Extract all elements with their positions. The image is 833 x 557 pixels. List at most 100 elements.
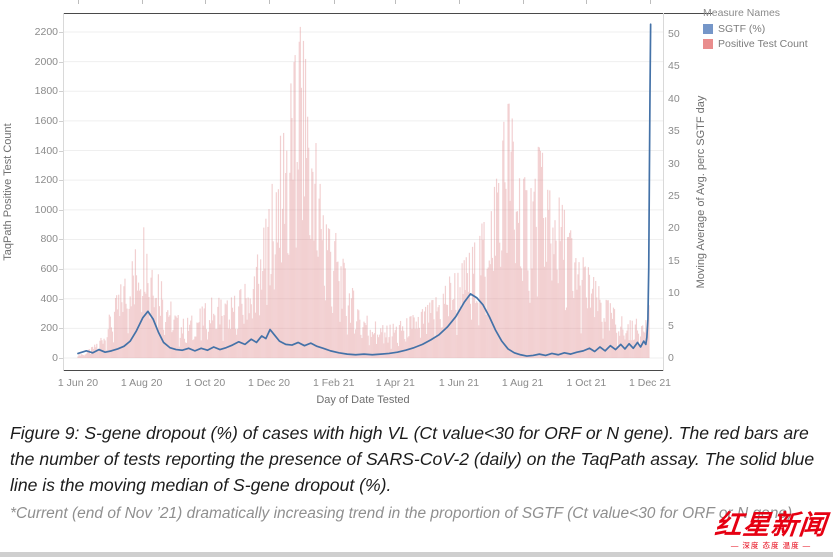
bar — [559, 241, 561, 358]
bar — [634, 324, 636, 358]
bar — [170, 301, 172, 358]
bar — [135, 275, 138, 358]
bar — [618, 331, 620, 358]
bar — [238, 306, 240, 358]
x-axis-tick-label: 1 Aug 20 — [120, 377, 163, 389]
tick-mark — [59, 32, 63, 33]
bar — [233, 295, 236, 358]
bar — [386, 325, 388, 358]
bar — [392, 323, 394, 358]
bar — [629, 320, 631, 358]
bar — [344, 268, 346, 358]
bar — [315, 143, 317, 358]
bar — [599, 299, 601, 358]
left-axis-tick-label: 800 — [40, 233, 58, 246]
bar — [321, 240, 323, 358]
bar — [288, 254, 290, 358]
bar — [563, 209, 566, 358]
bar — [510, 151, 512, 358]
bar — [519, 266, 522, 358]
bar — [376, 334, 379, 358]
bar — [534, 178, 536, 358]
bar — [158, 306, 161, 358]
bar — [585, 297, 587, 358]
positive-test-count-swatch-icon — [703, 39, 713, 49]
tick-mark — [59, 120, 63, 122]
bar — [509, 200, 511, 358]
bar — [518, 178, 521, 358]
bar — [600, 302, 602, 358]
bar — [228, 319, 230, 358]
bar — [605, 299, 607, 358]
bar — [488, 260, 490, 358]
bar — [166, 312, 168, 358]
bar — [469, 303, 472, 358]
bar — [477, 302, 479, 358]
right-axis-tick-label: 5 — [668, 319, 674, 332]
bar — [340, 266, 342, 358]
bar — [297, 169, 299, 358]
bar — [196, 322, 198, 358]
bar — [298, 41, 300, 358]
legend-item-label: Positive Test Count — [718, 38, 808, 50]
bar — [450, 282, 452, 358]
bar — [635, 318, 638, 358]
bar — [565, 307, 568, 358]
bar — [82, 355, 84, 358]
bar — [215, 328, 217, 358]
bar — [358, 310, 360, 358]
bar — [111, 331, 114, 358]
bar — [213, 313, 215, 358]
left-axis-tick-label: 600 — [40, 263, 58, 276]
tick-mark — [59, 358, 63, 359]
left-axis-tick-label: 0 — [52, 352, 58, 364]
bar — [576, 289, 578, 358]
bar — [536, 296, 538, 358]
bar — [277, 189, 280, 358]
bar — [232, 311, 235, 358]
tick-mark — [59, 298, 63, 300]
bar — [432, 300, 434, 358]
bar — [476, 301, 478, 358]
bar — [416, 328, 418, 358]
bar — [223, 315, 225, 358]
bar — [290, 83, 292, 358]
bar — [396, 342, 398, 358]
bar — [331, 306, 333, 358]
bar — [188, 330, 190, 358]
bar — [575, 258, 577, 358]
tick-mark — [269, 0, 270, 4]
bar — [625, 333, 627, 358]
bar — [557, 283, 559, 358]
x-axis-tick-label: 1 Aug 21 — [501, 377, 544, 389]
bar — [389, 324, 391, 358]
bar — [105, 350, 107, 358]
bar — [613, 309, 616, 358]
legend-title: Measure Names — [703, 7, 781, 19]
bar — [447, 316, 450, 358]
bar — [512, 141, 514, 358]
bar — [387, 342, 389, 358]
bar — [408, 336, 410, 358]
bar — [322, 215, 324, 358]
bar — [268, 209, 270, 358]
bar — [522, 280, 524, 358]
x-axis-tick-label: 1 Jun 20 — [57, 377, 99, 389]
bar — [98, 348, 100, 358]
bar — [342, 258, 344, 358]
bar — [162, 329, 165, 358]
bar — [149, 318, 151, 358]
bar — [508, 103, 510, 359]
bar — [260, 259, 262, 358]
left-axis-tick-label: 1000 — [34, 203, 58, 216]
bar — [546, 261, 548, 358]
bar — [434, 338, 436, 358]
right-axis-tick-label: 40 — [668, 92, 680, 105]
bar — [330, 251, 332, 358]
bar — [489, 264, 491, 358]
bar — [205, 329, 207, 358]
bar — [464, 289, 466, 358]
bar — [588, 274, 591, 358]
bar — [275, 192, 277, 358]
bar — [221, 315, 223, 358]
